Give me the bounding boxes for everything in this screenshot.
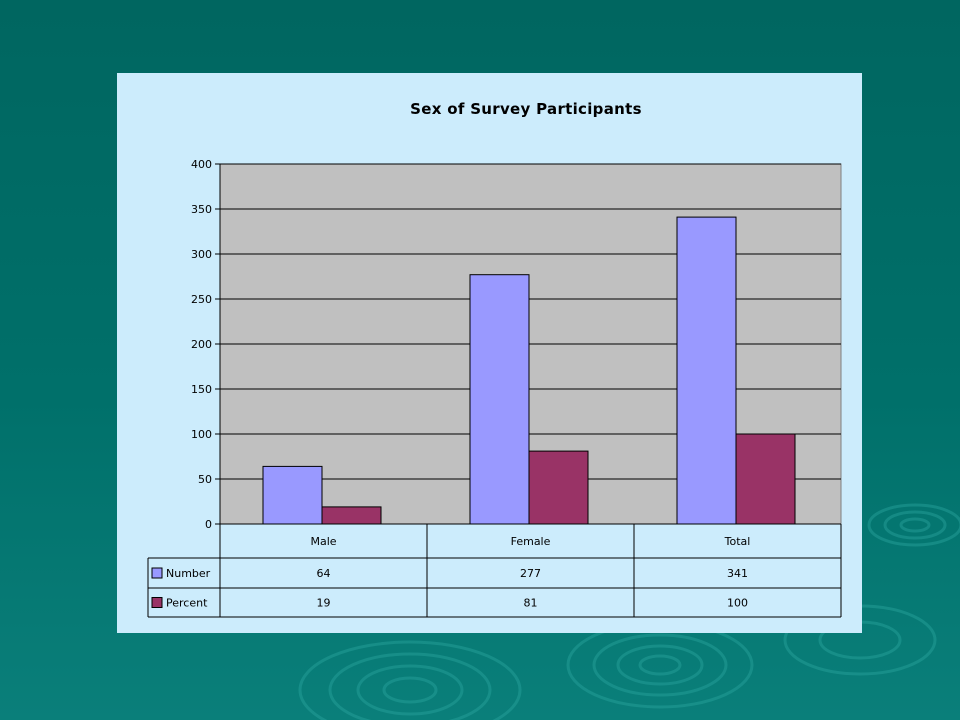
x-tick-label: Total — [724, 535, 751, 548]
data-label: 64 — [317, 567, 331, 580]
y-tick-label: 350 — [191, 203, 212, 216]
data-label: 341 — [727, 567, 748, 580]
bar-number-male — [262, 465, 323, 525]
y-tick-label: 0 — [205, 518, 212, 531]
bar-number-female — [469, 274, 530, 525]
legend-swatch-number — [151, 567, 163, 579]
bar-percent-male — [321, 506, 382, 525]
legend-label-number: Number — [166, 567, 211, 580]
bar-number-total — [676, 216, 737, 525]
data-label: 100 — [727, 597, 748, 610]
y-tick-label: 300 — [191, 248, 212, 261]
data-label: 277 — [520, 567, 541, 580]
y-tick-label: 50 — [198, 473, 212, 486]
data-label: 81 — [524, 597, 538, 610]
data-label: 19 — [317, 597, 331, 610]
chart-title: Sex of Survey Participants — [410, 100, 642, 118]
y-tick-label: 400 — [191, 158, 212, 171]
x-tick-label: Male — [310, 535, 336, 548]
bar-percent-female — [528, 450, 589, 525]
y-tick-label: 250 — [191, 293, 212, 306]
legend-label-percent: Percent — [166, 597, 208, 610]
legend-swatch-percent — [151, 597, 163, 608]
bar-percent-total — [735, 433, 796, 525]
y-tick-label: 200 — [191, 338, 212, 351]
y-tick-label: 150 — [191, 383, 212, 396]
y-tick-label: 100 — [191, 428, 212, 441]
x-tick-label: Female — [511, 535, 551, 548]
